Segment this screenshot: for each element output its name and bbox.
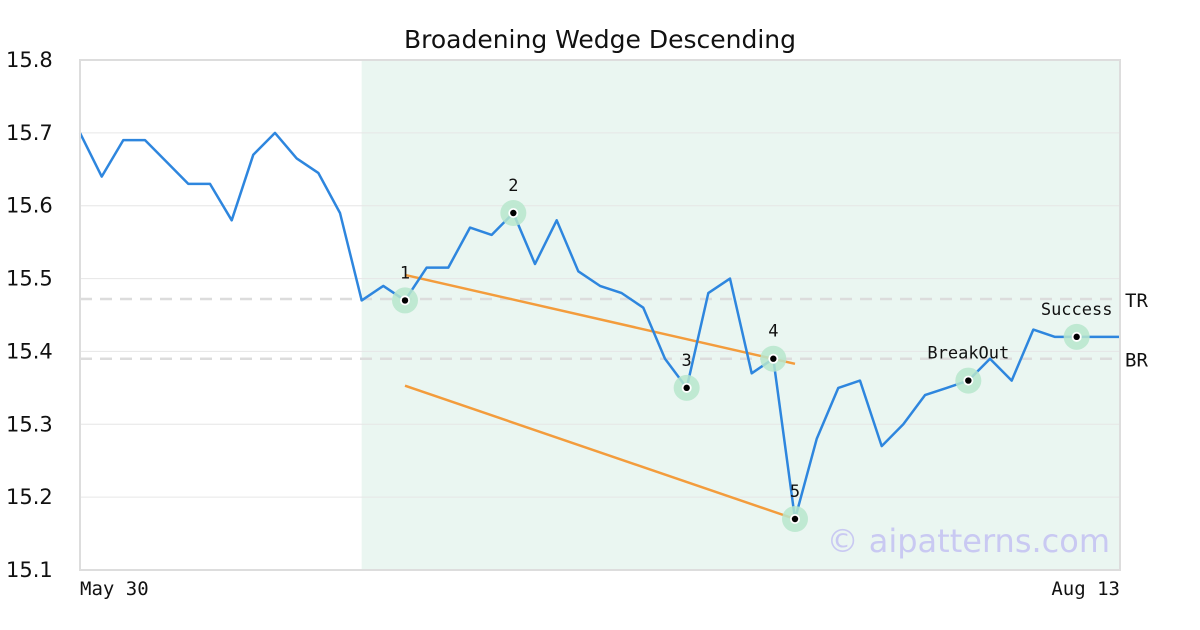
chart-title: Broadening Wedge Descending [404, 25, 796, 54]
trendline [404, 273, 796, 366]
y-tick-label: 15.2 [6, 485, 53, 509]
watermark: © aipatterns.com [827, 522, 1110, 560]
y-tick-label: 15.5 [6, 267, 53, 291]
point-marker [965, 377, 972, 384]
point-label: 1 [400, 263, 410, 283]
y-tick-label: 15.3 [6, 412, 53, 436]
y-tick-label: 15.8 [6, 48, 53, 72]
point-label: 4 [768, 322, 778, 342]
y-tick-label: 15.6 [6, 194, 53, 218]
point-marker [791, 515, 799, 523]
plot-frame [79, 59, 1121, 571]
y-tick-label: 15.4 [6, 339, 53, 363]
point-label: BreakOut [927, 344, 1009, 364]
point-label: 3 [682, 351, 692, 371]
reference-label-tr: TR [1125, 290, 1148, 312]
point-label: 2 [508, 176, 518, 196]
point-marker [1073, 333, 1080, 341]
point-marker [683, 384, 690, 392]
pattern-region [361, 60, 1121, 570]
point-marker [770, 355, 777, 362]
point-label: 5 [790, 482, 800, 502]
reference-label-br: BR [1125, 350, 1148, 372]
point-marker [401, 297, 409, 304]
x-tick-label: Aug 13 [1051, 578, 1120, 600]
y-tick-label: 15.7 [6, 121, 53, 145]
price-line [78, 131, 1120, 521]
y-tick-label: 15.1 [6, 558, 53, 582]
point-marker [510, 209, 517, 217]
point-label: Success [1041, 300, 1113, 320]
x-tick-label: May 30 [80, 578, 149, 600]
trendline [404, 384, 796, 521]
